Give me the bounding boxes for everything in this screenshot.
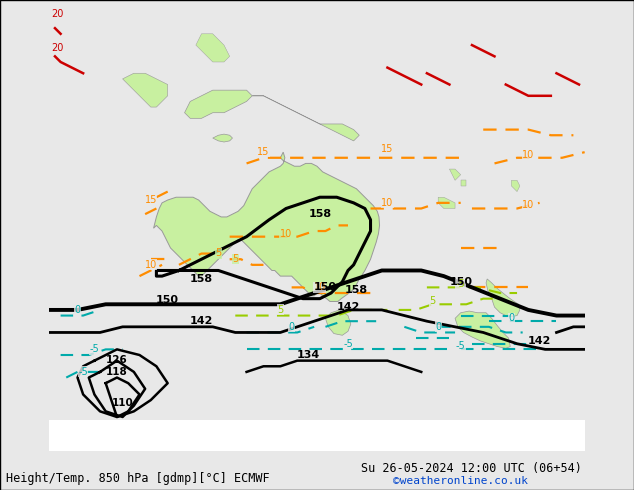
- Text: 10: 10: [314, 282, 326, 292]
- Text: 10: 10: [522, 150, 534, 160]
- Text: 10: 10: [280, 229, 292, 239]
- Text: 15: 15: [145, 195, 157, 205]
- Text: 150: 150: [450, 276, 472, 287]
- Text: 10: 10: [145, 260, 157, 270]
- Polygon shape: [455, 311, 510, 348]
- Text: 150: 150: [156, 295, 179, 305]
- Text: 0: 0: [508, 313, 514, 323]
- Text: -5: -5: [456, 342, 465, 351]
- Bar: [49, 420, 585, 451]
- Text: Su 26-05-2024 12:00 UTC (06+54): Su 26-05-2024 12:00 UTC (06+54): [361, 462, 582, 475]
- Text: Height/Temp. 850 hPa [gdmp][°C] ECMWF: Height/Temp. 850 hPa [gdmp][°C] ECMWF: [6, 472, 270, 485]
- Polygon shape: [461, 180, 467, 186]
- Text: ©weatheronline.co.uk: ©weatheronline.co.uk: [393, 476, 528, 486]
- Text: 142: 142: [528, 336, 552, 346]
- Text: 110: 110: [112, 398, 134, 408]
- Text: 5: 5: [232, 254, 238, 264]
- Polygon shape: [153, 152, 380, 301]
- Polygon shape: [196, 34, 230, 62]
- Polygon shape: [512, 180, 520, 192]
- Text: 142: 142: [336, 302, 359, 312]
- Text: 150: 150: [314, 282, 337, 292]
- Text: 0: 0: [74, 305, 81, 315]
- Polygon shape: [213, 134, 233, 142]
- Text: 118: 118: [106, 367, 128, 377]
- Polygon shape: [252, 96, 359, 141]
- Polygon shape: [438, 197, 455, 209]
- Text: 158: 158: [345, 285, 368, 295]
- Text: 5: 5: [429, 296, 436, 306]
- Polygon shape: [325, 310, 351, 335]
- Text: 158: 158: [190, 274, 213, 284]
- Text: 15: 15: [257, 147, 269, 157]
- Polygon shape: [450, 169, 461, 180]
- Polygon shape: [486, 279, 520, 317]
- Text: -5: -5: [456, 279, 465, 290]
- Text: 10: 10: [522, 200, 534, 211]
- Text: 10: 10: [381, 197, 394, 208]
- Text: 134: 134: [297, 350, 320, 360]
- Text: -5: -5: [343, 339, 353, 348]
- Text: 158: 158: [308, 209, 332, 219]
- Text: 0: 0: [288, 321, 295, 332]
- Text: 5: 5: [216, 248, 221, 258]
- Text: 20: 20: [51, 43, 64, 53]
- Text: -5: -5: [78, 367, 88, 377]
- Text: 15: 15: [381, 144, 394, 154]
- Polygon shape: [184, 90, 252, 119]
- Text: -5: -5: [89, 344, 100, 354]
- Text: 126: 126: [106, 355, 128, 366]
- Text: 5: 5: [277, 305, 283, 315]
- Text: 142: 142: [190, 316, 213, 326]
- Polygon shape: [122, 74, 167, 107]
- Text: 20: 20: [51, 9, 64, 19]
- Text: 0: 0: [435, 321, 441, 332]
